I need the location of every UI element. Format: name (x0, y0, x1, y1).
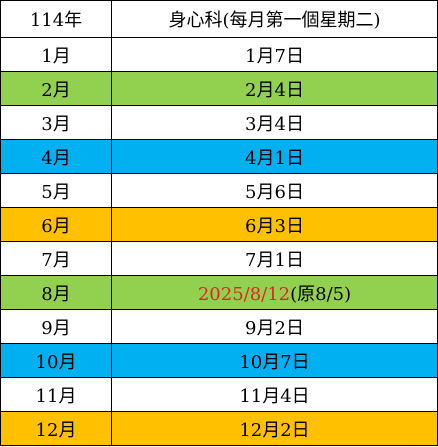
table-row: 7月 7月1日 (0, 241, 438, 276)
table-row: 5月 5月6日 (0, 173, 438, 208)
month-cell: 1月 (0, 37, 112, 72)
month-cell: 3月 (0, 105, 112, 140)
date-cell: 2月4日 (111, 71, 438, 106)
date-cell: 10月7日 (111, 343, 438, 378)
date-cell: 5月6日 (111, 173, 438, 208)
table-row: 10月 10月7日 (0, 343, 438, 378)
table-row: 8月 2025/8/12(原8/5) (0, 275, 438, 310)
department-header: 身心科(每月第一個星期二) (111, 0, 438, 38)
table-row: 12月 12月2日 (0, 411, 438, 446)
month-cell: 11月 (0, 377, 112, 412)
month-cell: 4月 (0, 139, 112, 174)
month-cell: 6月 (0, 207, 112, 242)
rescheduled-date: 2025/8/12 (197, 283, 291, 305)
month-cell: 9月 (0, 309, 112, 344)
month-cell: 8月 (0, 275, 112, 310)
date-cell: 6月3日 (111, 207, 438, 242)
date-cell: 2025/8/12(原8/5) (111, 275, 438, 310)
month-cell: 2月 (0, 71, 112, 106)
month-cell: 12月 (0, 411, 112, 446)
month-cell: 7月 (0, 241, 112, 276)
table-row: 11月 11月4日 (0, 377, 438, 412)
table-row: 6月 6月3日 (0, 207, 438, 242)
date-cell: 7月1日 (111, 241, 438, 276)
table-row: 4月 4月1日 (0, 139, 438, 174)
original-date-note: (原8/5) (290, 283, 352, 305)
date-cell: 9月2日 (111, 309, 438, 344)
month-cell: 10月 (0, 343, 112, 378)
date-cell: 1月7日 (111, 37, 438, 72)
month-cell: 5月 (0, 173, 112, 208)
date-cell: 4月1日 (111, 139, 438, 174)
date-cell: 11月4日 (111, 377, 438, 412)
table-row: 3月 3月4日 (0, 105, 438, 140)
table-row: 9月 9月2日 (0, 309, 438, 344)
date-cell: 12月2日 (111, 411, 438, 446)
header-row: 114年 身心科(每月第一個星期二) (0, 0, 438, 38)
table-row: 2月 2月4日 (0, 71, 438, 106)
table-row: 1月 1月7日 (0, 37, 438, 72)
date-cell: 3月4日 (111, 105, 438, 140)
year-header: 114年 (0, 0, 112, 38)
